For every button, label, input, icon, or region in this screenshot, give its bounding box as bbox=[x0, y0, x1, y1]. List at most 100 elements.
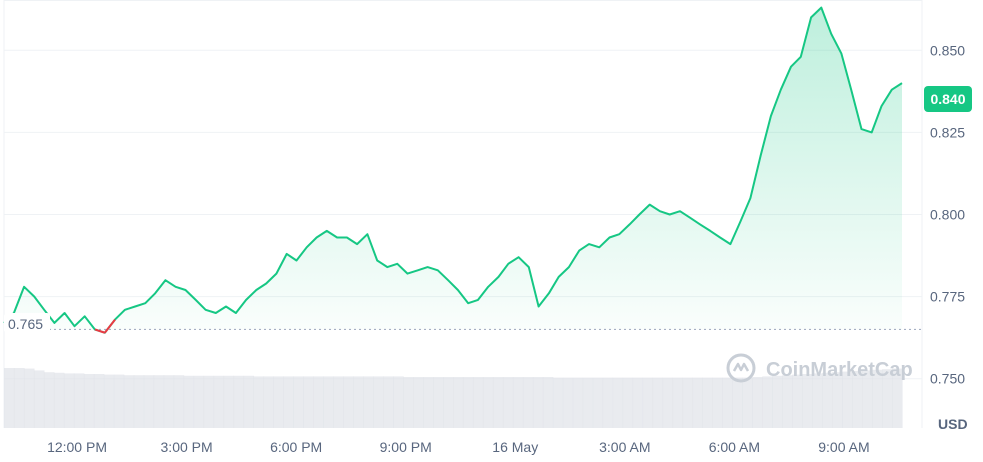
watermark: CoinMarketCap bbox=[726, 353, 913, 383]
volume-bar bbox=[413, 377, 424, 428]
current-price-badge-bg bbox=[924, 86, 972, 112]
volume-bar bbox=[263, 376, 274, 428]
x-tick-label: 3:00 PM bbox=[161, 439, 213, 455]
x-tick-label: 9:00 AM bbox=[818, 439, 869, 455]
x-axis: 12:00 PM 3:00 PM 6:00 PM 9:00 PM 16 May 3:00 … bbox=[47, 439, 870, 455]
volume-bar bbox=[33, 370, 45, 428]
volume-bar bbox=[173, 375, 185, 428]
volume-bar bbox=[353, 376, 364, 428]
volume-bar bbox=[862, 370, 873, 428]
volume-bar bbox=[592, 377, 604, 428]
volume-bar bbox=[832, 372, 843, 428]
x-tick-label: 12:00 PM bbox=[47, 439, 107, 455]
volume-bar bbox=[512, 377, 524, 428]
volume-bar bbox=[253, 376, 265, 428]
volume-bar bbox=[482, 377, 494, 428]
volume-bar bbox=[63, 373, 75, 428]
y-tick-label: 0.775 bbox=[930, 289, 965, 305]
volume-bar bbox=[213, 375, 225, 428]
volume-bar bbox=[13, 368, 25, 428]
volume-bar bbox=[692, 377, 704, 428]
volume-bar bbox=[113, 374, 125, 428]
volume-bar bbox=[333, 376, 344, 428]
volume-bar bbox=[742, 377, 753, 428]
volume-bar bbox=[233, 375, 245, 428]
volume-bar bbox=[4, 368, 15, 428]
volume-bar bbox=[672, 377, 684, 428]
current-price-label: 0.840 bbox=[930, 91, 965, 107]
y-tick-label: 0.825 bbox=[930, 124, 965, 140]
x-tick-label: 9:00 PM bbox=[380, 439, 432, 455]
volume-bar bbox=[762, 376, 773, 428]
volume-bar bbox=[153, 375, 165, 428]
volume-bar bbox=[822, 372, 833, 428]
volume-bar bbox=[343, 376, 354, 428]
volume-bar bbox=[283, 376, 294, 428]
volume-bar bbox=[532, 377, 544, 428]
currency-label: USD bbox=[938, 416, 968, 432]
volume-bar bbox=[403, 377, 414, 428]
coinmarketcap-logo-icon bbox=[726, 353, 756, 383]
volume-bar bbox=[782, 375, 793, 428]
volume-bar bbox=[772, 375, 783, 428]
reference-price-label: 0.765 bbox=[8, 316, 43, 332]
volume-bar bbox=[472, 377, 484, 428]
price-line-below-reference bbox=[94, 318, 116, 334]
volume-bar bbox=[872, 369, 883, 428]
volume-bar bbox=[642, 377, 654, 428]
volume-bar bbox=[662, 377, 674, 428]
x-tick-label: 3:00 AM bbox=[599, 439, 650, 455]
price-area bbox=[4, 7, 902, 333]
price-segment-down bbox=[94, 328, 106, 334]
volume-bar bbox=[722, 377, 733, 428]
volume-bar bbox=[612, 377, 624, 428]
volume-bars bbox=[4, 368, 903, 428]
current-price-badge: 0.840 bbox=[924, 86, 972, 112]
volume-bar bbox=[163, 375, 175, 428]
volume-bar bbox=[203, 375, 215, 428]
volume-bar bbox=[433, 377, 444, 428]
volume-bar bbox=[83, 374, 95, 428]
volume-bar bbox=[193, 375, 205, 428]
volume-bar bbox=[562, 377, 574, 428]
volume-bar bbox=[223, 375, 235, 428]
volume-bar bbox=[243, 375, 255, 428]
volume-bar bbox=[53, 372, 65, 428]
volume-bar bbox=[293, 376, 304, 428]
volume-bar bbox=[363, 376, 374, 428]
volume-bar bbox=[323, 376, 334, 428]
volume-bar bbox=[443, 377, 454, 428]
volume-bar bbox=[23, 368, 35, 428]
reference-label-bg bbox=[4, 313, 50, 333]
price-segment-down bbox=[104, 318, 116, 334]
volume-bar bbox=[373, 376, 384, 428]
volume-bar bbox=[143, 375, 155, 428]
volume-bar bbox=[812, 373, 823, 428]
volume-bar bbox=[492, 377, 504, 428]
volume-bar bbox=[702, 377, 714, 428]
watermark-text: CoinMarketCap bbox=[766, 359, 913, 381]
volume-bar bbox=[572, 377, 584, 428]
x-tick-label: 16 May bbox=[492, 439, 538, 455]
volume-bar bbox=[752, 377, 763, 428]
volume-bar bbox=[842, 371, 853, 428]
volume-bar bbox=[882, 369, 893, 428]
y-tick-label: 0.850 bbox=[930, 42, 965, 58]
volume-bar bbox=[103, 374, 115, 428]
volume-bar bbox=[93, 374, 105, 428]
volume-bar bbox=[383, 376, 394, 428]
volume-bar bbox=[183, 375, 195, 428]
x-tick-label: 6:00 PM bbox=[270, 439, 322, 455]
volume-bar bbox=[602, 377, 614, 428]
volume-bar bbox=[273, 376, 284, 428]
y-axis: 0.750 0.775 0.800 0.825 0.850 bbox=[930, 42, 965, 386]
volume-bar bbox=[133, 375, 145, 428]
volume-bar bbox=[682, 377, 694, 428]
volume-bar bbox=[792, 374, 803, 428]
volume-bar bbox=[522, 377, 534, 428]
volume-bar bbox=[73, 373, 85, 428]
volume-bar bbox=[552, 377, 564, 428]
y-tick-label: 0.750 bbox=[930, 371, 965, 387]
